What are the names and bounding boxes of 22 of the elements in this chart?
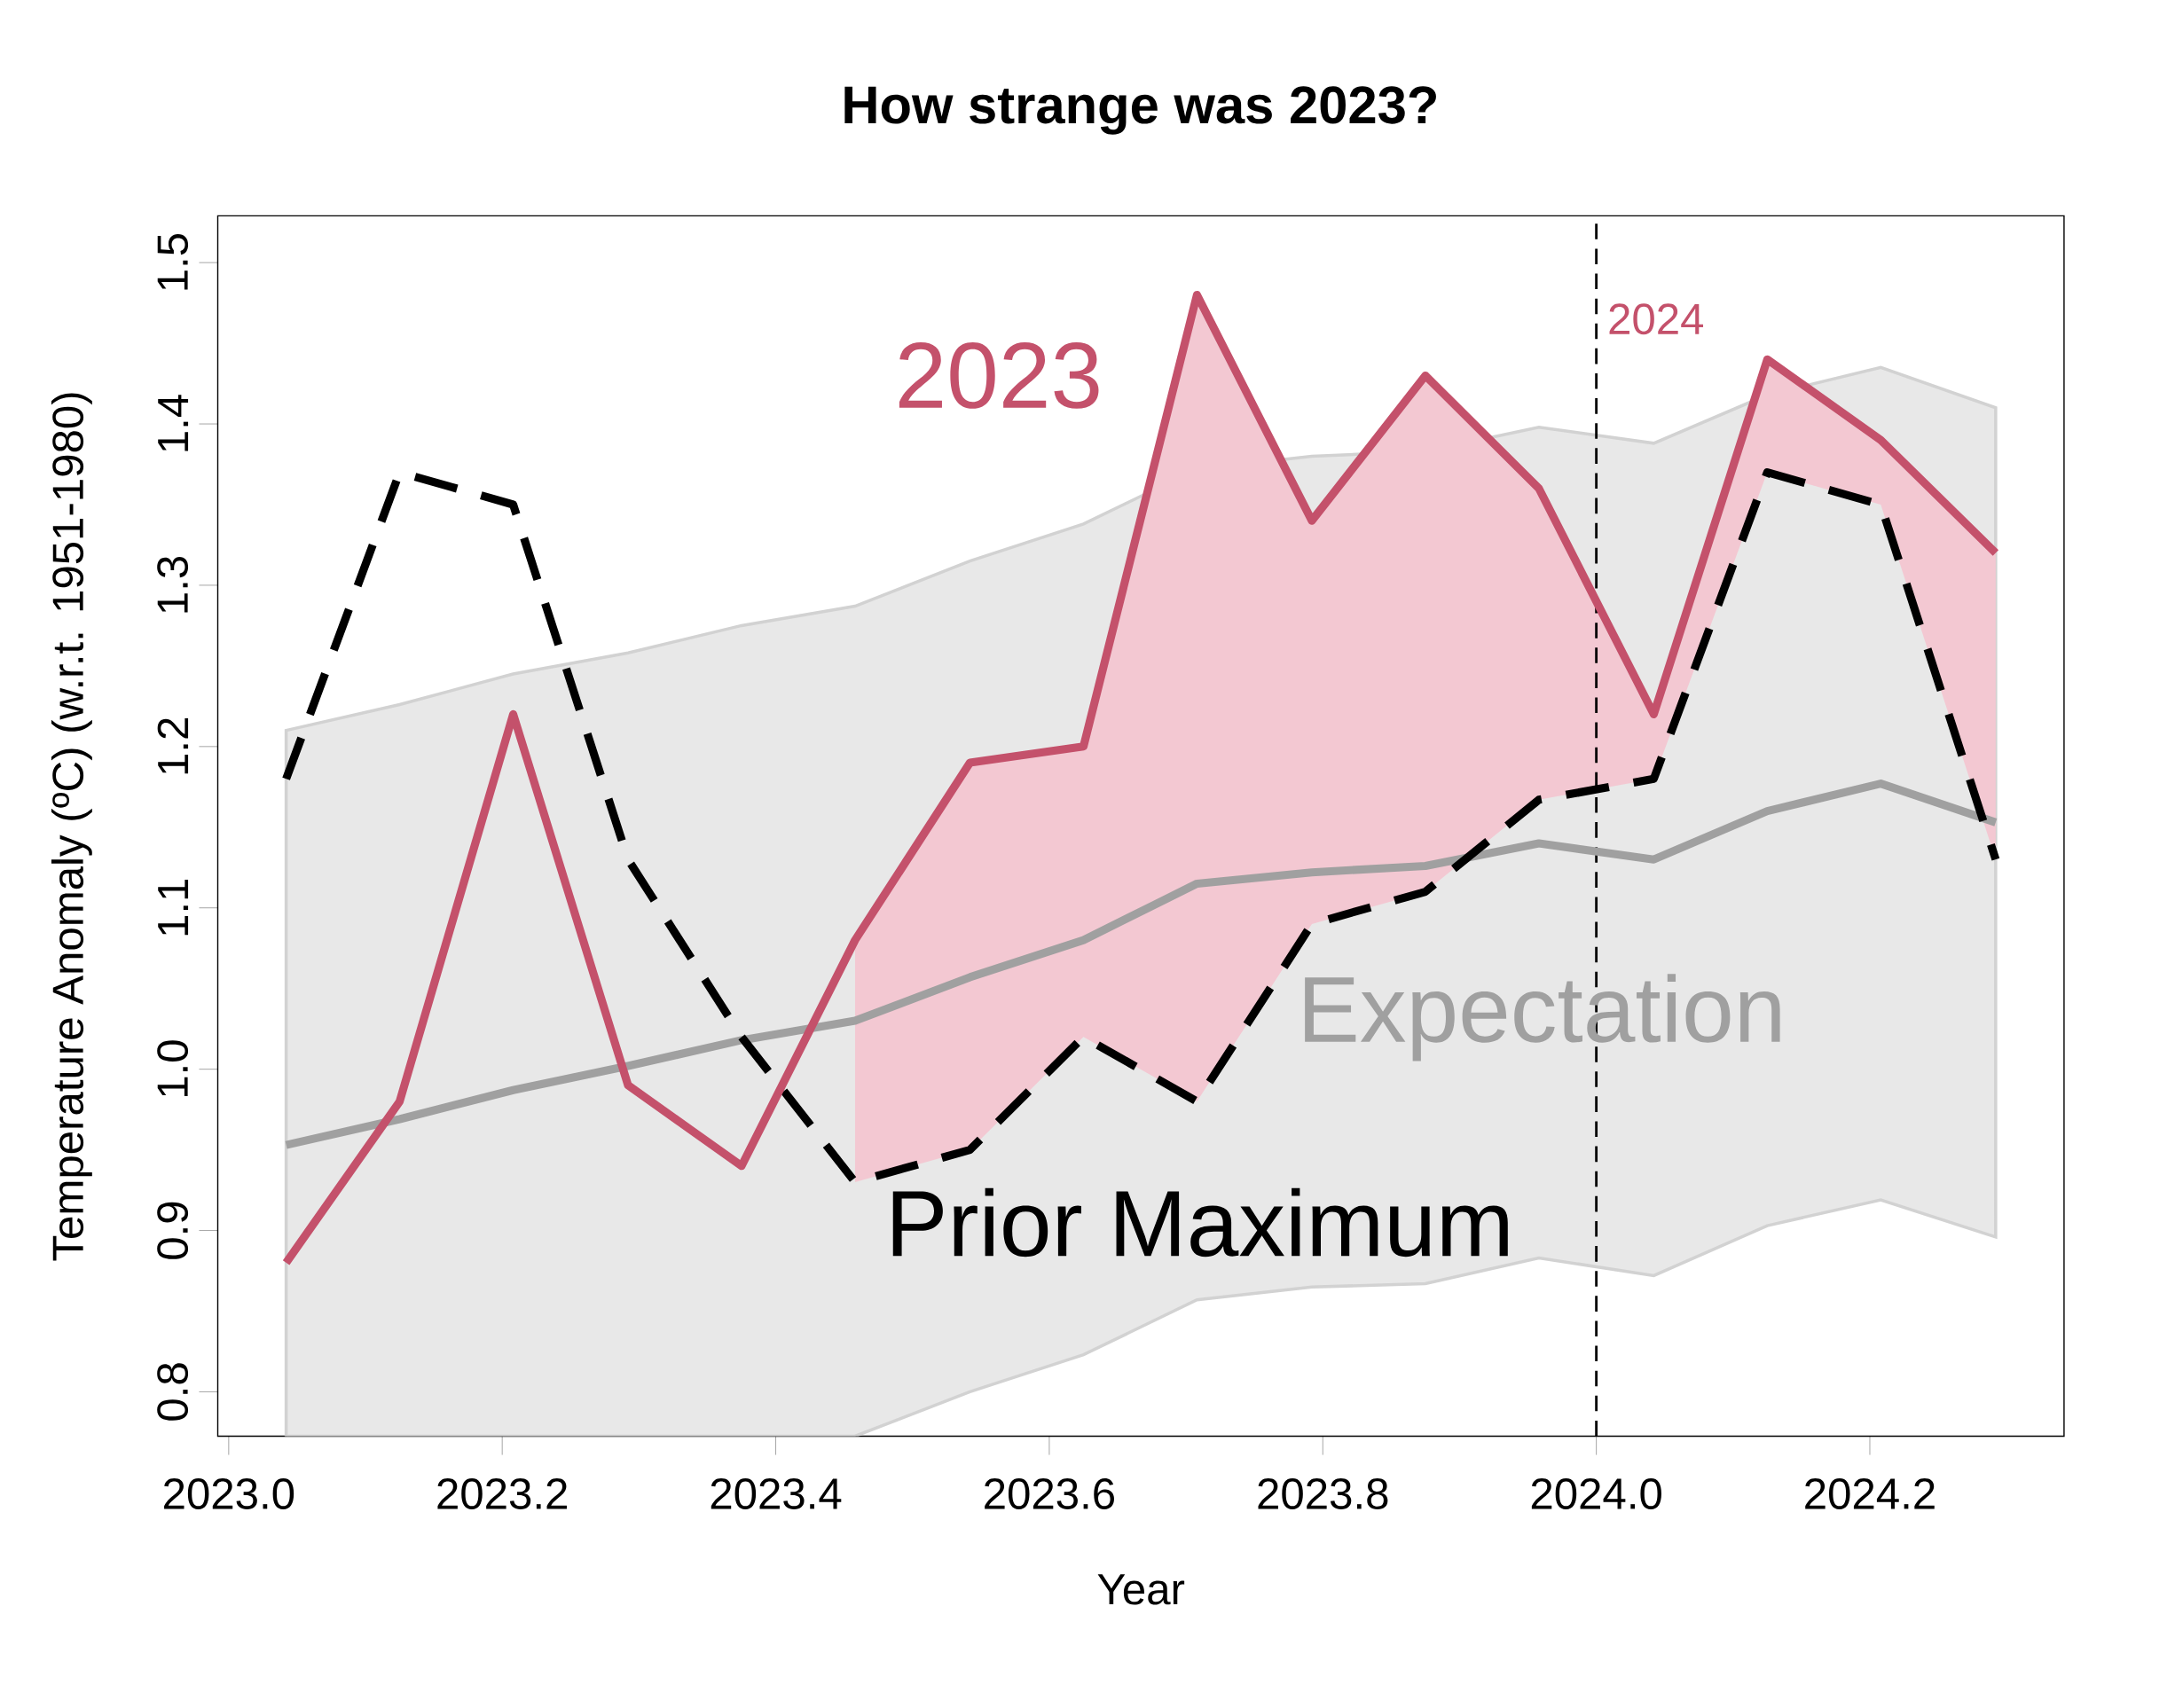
chart-title: How strange was 2023? [844, 86, 1436, 135]
y-tick-label: 1.2 [157, 718, 189, 774]
y-tick-label: 1.3 [157, 556, 189, 613]
y-tick-label: 1.1 [158, 879, 189, 936]
y-axis-title: Temperature Anomaly (ºC) (w.r.t. 1951-1980) [51, 393, 92, 1261]
y-tick-label: 1.4 [158, 395, 189, 451]
x-tick-label: 2023.4 [711, 1478, 842, 1509]
y-tick-label: 0.9 [157, 1202, 189, 1259]
x-axis-title: Year [1097, 1574, 1185, 1605]
x-tick-label: 2023.2 [437, 1478, 567, 1509]
x-tick-label: 2024.2 [1805, 1478, 1935, 1509]
x-tick-label: 2023.6 [985, 1478, 1114, 1509]
x-tick-label: 2023.0 [164, 1478, 294, 1509]
y-tick-label: 1.5 [157, 234, 189, 290]
y-tick-label: 1.0 [157, 1040, 189, 1097]
series-label: Prior Maximum [892, 1187, 1508, 1257]
series-label: Expectation [1305, 974, 1780, 1062]
x-tick-label: 2024.0 [1531, 1478, 1661, 1509]
y-tick-label: 0.8 [157, 1363, 189, 1421]
x-tick-label: 2023.8 [1258, 1478, 1388, 1509]
ref-line-label: 2024 [1609, 303, 1704, 335]
series-label: 2023 [899, 342, 1099, 409]
